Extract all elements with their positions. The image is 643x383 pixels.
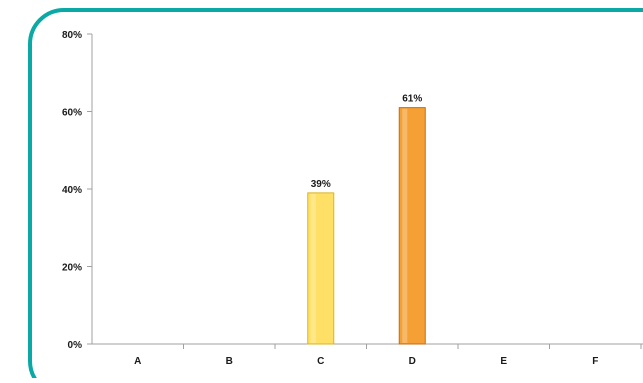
x-tick-label: A — [134, 356, 141, 367]
x-tick-label: E — [500, 356, 507, 367]
chart-frame — [28, 8, 643, 383]
y-axis: 0% 20% 40% 60% 80% — [62, 30, 93, 351]
x-tick-label: D — [409, 356, 416, 367]
bar-d — [398, 107, 426, 345]
bar-highlight — [402, 108, 408, 343]
data-label-c: 39% — [311, 179, 331, 190]
data-labels: 39% 61% — [311, 94, 423, 190]
bar-highlight — [310, 193, 316, 343]
y-tick-label: 60% — [62, 108, 82, 119]
y-tick-label: 20% — [62, 263, 82, 274]
x-axis: A B C D E F — [92, 343, 643, 367]
x-tick-label: C — [317, 356, 324, 367]
bar-c — [307, 192, 335, 345]
y-tick-label: 80% — [62, 30, 82, 41]
x-tick-label: B — [226, 356, 233, 367]
data-label-d: 61% — [402, 94, 422, 105]
bars — [307, 107, 426, 345]
x-tick-label: F — [592, 356, 598, 367]
y-tick-label: 0% — [68, 340, 83, 351]
y-tick-label: 40% — [62, 185, 82, 196]
